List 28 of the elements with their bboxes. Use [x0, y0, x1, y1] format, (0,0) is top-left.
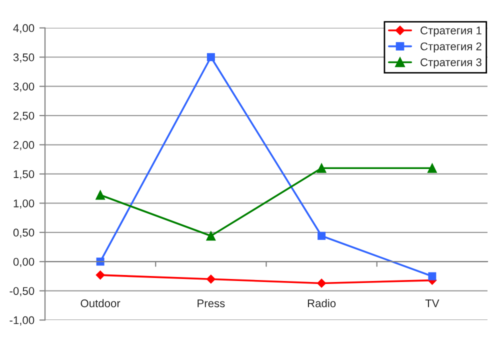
- point: [206, 231, 216, 241]
- point: [428, 272, 436, 280]
- y-tick-label: -0,50: [10, 287, 34, 296]
- point: [96, 190, 105, 200]
- y-tick-label: 3,50: [13, 53, 34, 63]
- y-tick-label: -1,00: [10, 316, 34, 326]
- y-tick-label: 0,50: [13, 228, 34, 238]
- point: [428, 163, 437, 173]
- x-tick-label: Press: [198, 300, 225, 308]
- y-tick-label: 2,00: [14, 141, 34, 150]
- point: [316, 163, 326, 173]
- y-tick-label: 0,00: [13, 258, 34, 268]
- point: [206, 274, 216, 284]
- point: [318, 232, 326, 240]
- point: [96, 270, 105, 280]
- legend-label: Стратегия 3: [420, 58, 482, 68]
- point: [206, 53, 215, 62]
- x-tick-label: TV: [425, 300, 440, 308]
- y-tick-label: 2,50: [14, 112, 34, 121]
- y-tick-label: 3,00: [13, 82, 34, 92]
- x-tick-label: Outdoor: [80, 299, 120, 308]
- x-tick-label: Radio: [308, 299, 336, 308]
- legend-label: Стратегия 1: [420, 26, 482, 37]
- legend-label: Стратегия 2: [420, 42, 482, 53]
- y-tick-label: 1,50: [14, 170, 34, 180]
- point: [317, 278, 326, 288]
- y-tick-label: 4,00: [13, 24, 34, 34]
- y-tick-label: 1,00: [14, 199, 34, 209]
